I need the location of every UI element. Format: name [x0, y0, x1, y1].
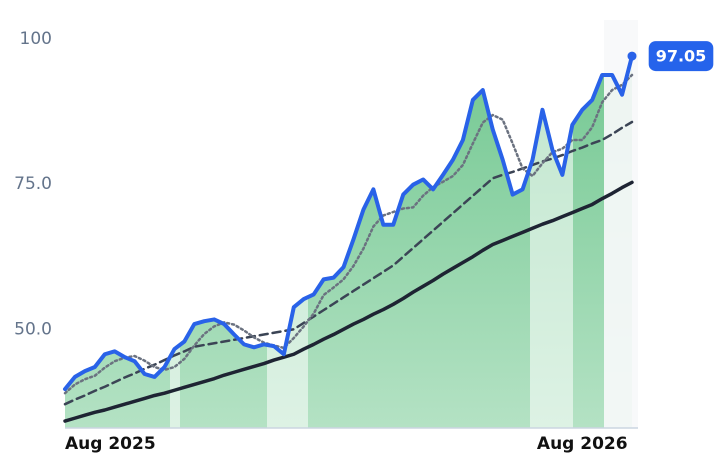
- band: [530, 20, 573, 428]
- x-tick-label: Aug 2026: [537, 434, 628, 454]
- line: [63, 73, 634, 395]
- band: [170, 20, 180, 428]
- last-point: [627, 51, 637, 61]
- y-tick-label: 75.0: [14, 174, 52, 194]
- area: [65, 56, 632, 429]
- line: [63, 180, 634, 423]
- y-tick-label: 100: [20, 29, 52, 49]
- line: [63, 120, 634, 406]
- band: [267, 20, 308, 428]
- area-layer: [65, 56, 632, 429]
- value-badge: [648, 41, 714, 72]
- y-tick-label: 50.0: [14, 319, 52, 339]
- line: [63, 54, 634, 392]
- band: [604, 20, 638, 428]
- last-value-label: 97.05: [656, 47, 707, 66]
- x-tick-label: Aug 2025: [65, 434, 156, 454]
